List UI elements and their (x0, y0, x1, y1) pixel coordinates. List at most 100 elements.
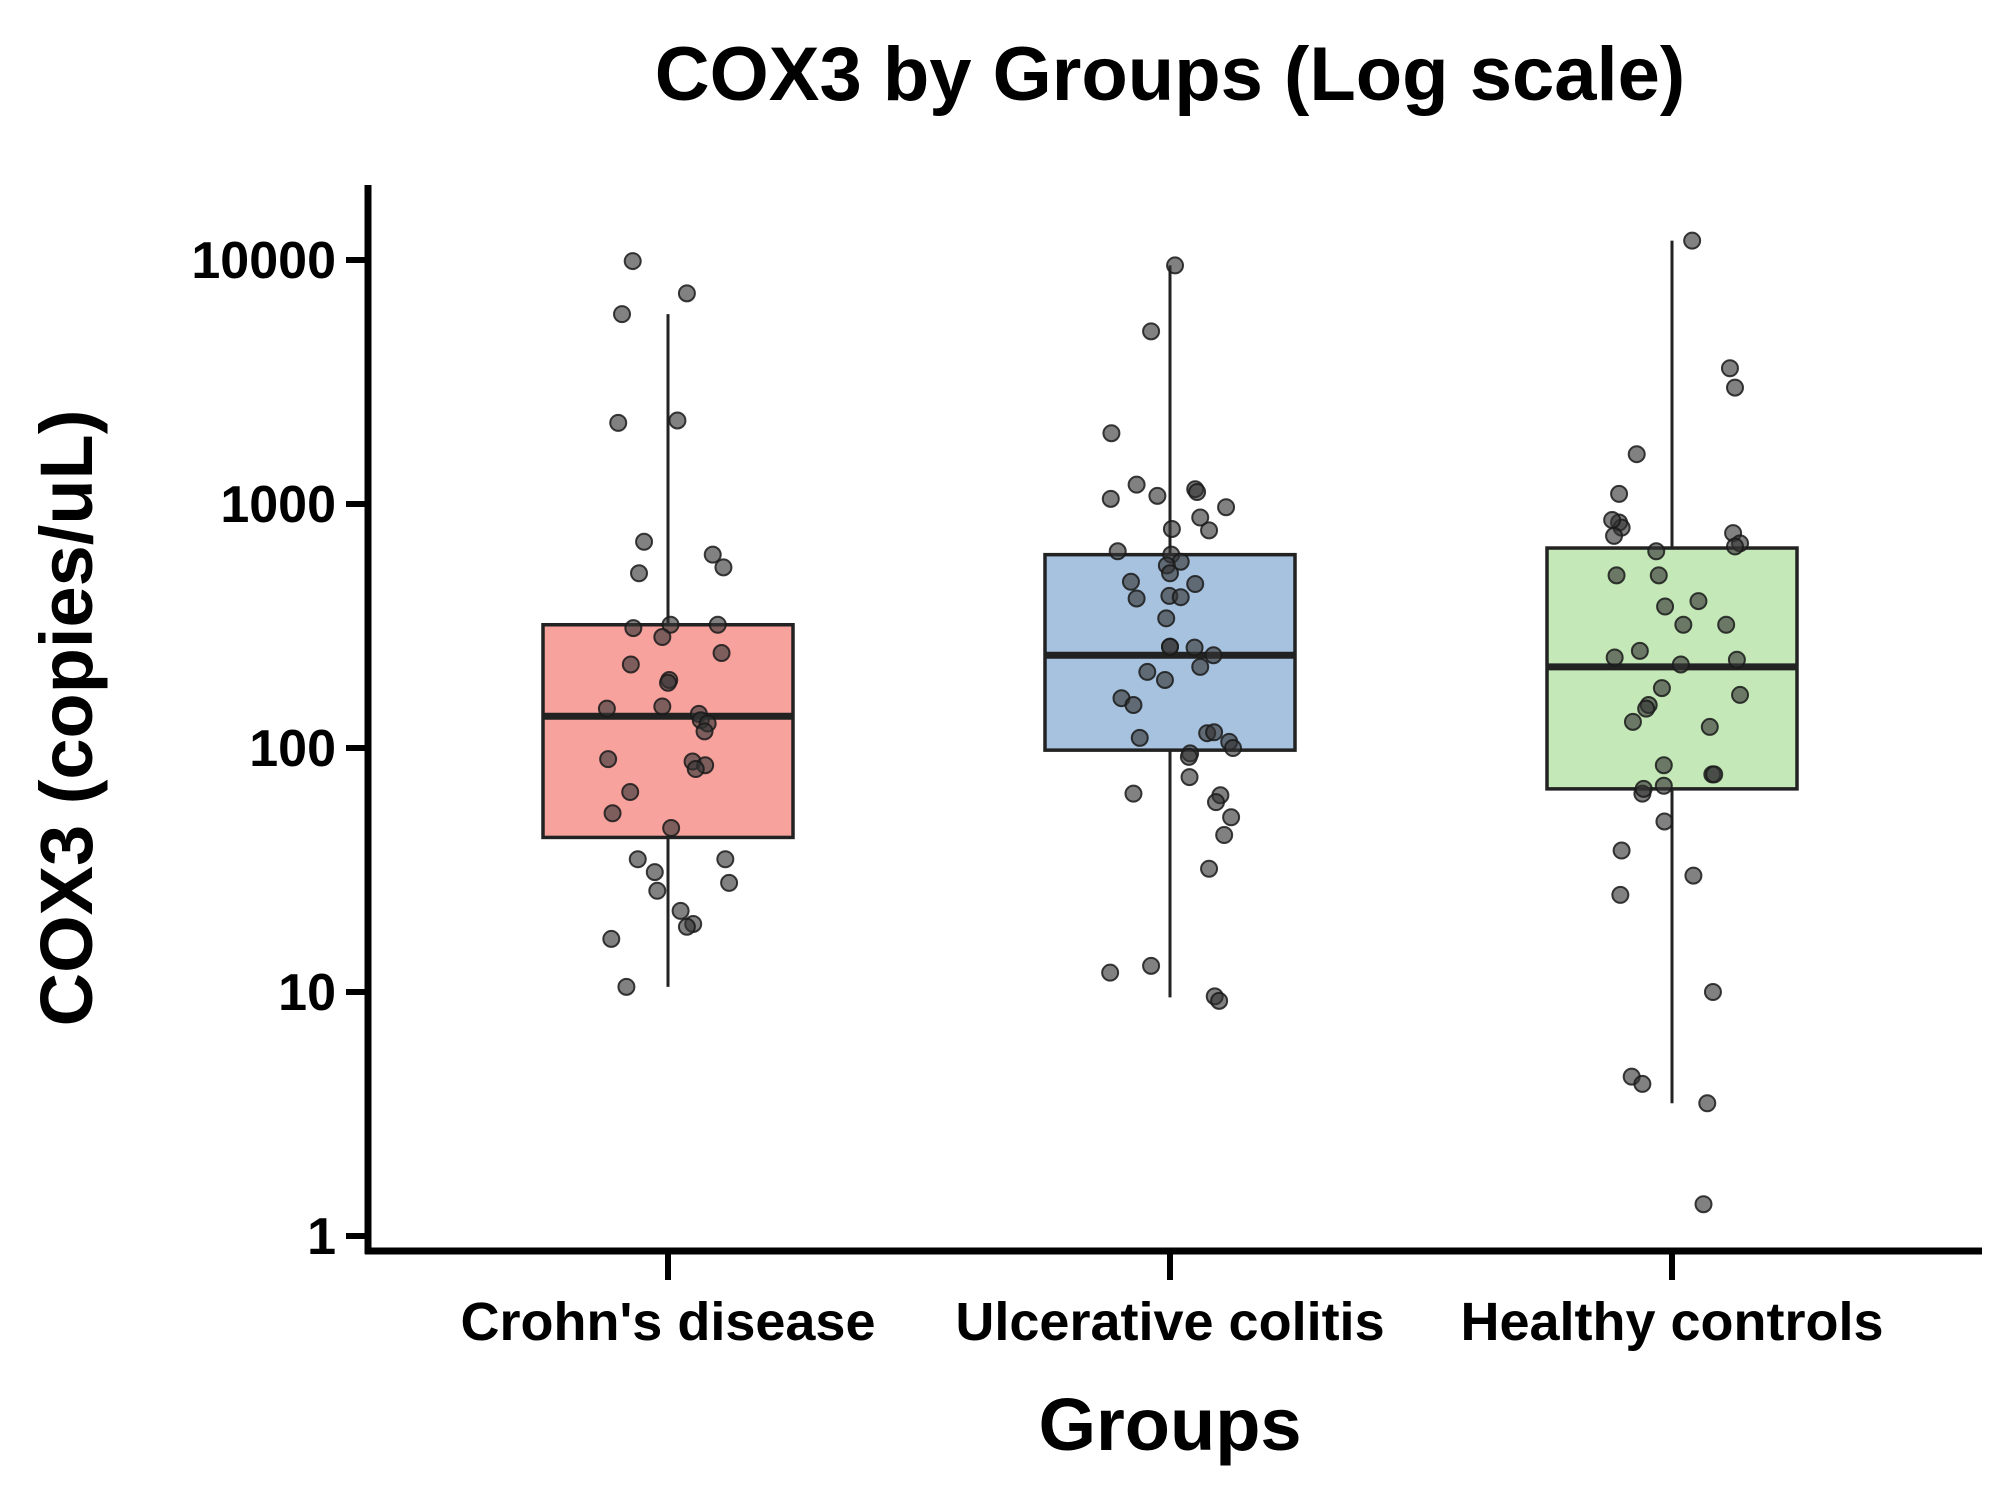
data-point (712, 644, 731, 663)
x-axis-ticks: Crohn's disease Ulcerative colitis Healthy… (461, 1251, 1884, 1352)
data-point (1603, 510, 1622, 529)
data-point (1185, 638, 1204, 657)
data-point (671, 901, 690, 920)
data-point (720, 873, 739, 892)
data-point (659, 673, 677, 692)
data-point (1101, 963, 1120, 982)
data-point (1179, 747, 1198, 766)
data-point (603, 804, 622, 823)
data-point (1647, 542, 1666, 561)
data-point (1222, 808, 1241, 827)
data-point (624, 619, 643, 638)
data-point (677, 917, 696, 936)
y-axis-ticks: 1 10 100 1000 10000 (191, 232, 368, 1266)
data-point (708, 615, 727, 634)
data-point (628, 850, 647, 869)
data-point (695, 722, 714, 741)
data-point (1674, 615, 1693, 634)
data-point (1655, 812, 1674, 831)
data-point (1142, 956, 1161, 975)
data-point (653, 697, 672, 716)
data-point (1612, 841, 1631, 860)
data-point (1671, 655, 1690, 674)
y-axis-label: COX3 (copies/uL) (25, 410, 108, 1027)
data-point (1166, 256, 1185, 275)
data-point (613, 305, 632, 324)
data-point (1138, 662, 1157, 681)
data-point (1627, 445, 1646, 464)
data-point (1684, 866, 1703, 885)
data-point (1720, 359, 1739, 378)
data-point (623, 252, 642, 271)
data-point (1611, 885, 1630, 904)
x-tick-label: Crohn's disease (461, 1292, 876, 1352)
data-point (677, 284, 696, 303)
data-point (1157, 609, 1176, 628)
data-point (1215, 825, 1234, 844)
y-tick-label: 10000 (191, 232, 336, 290)
data-point (1689, 592, 1708, 611)
data-point (1121, 572, 1140, 591)
data-point (1694, 1195, 1713, 1214)
data-point (1210, 991, 1229, 1010)
data-point (716, 850, 735, 869)
data-point (1605, 648, 1624, 667)
data-point (617, 977, 636, 996)
data-point (662, 819, 681, 838)
data-point (1130, 728, 1149, 747)
data-point (1124, 784, 1143, 803)
x-tick-label: Healthy controls (1460, 1292, 1883, 1352)
data-point (1605, 526, 1624, 545)
y-tick-label: 1 (307, 1208, 336, 1266)
data-point (1633, 1074, 1652, 1093)
data-point (1630, 641, 1649, 660)
data-point (1186, 575, 1205, 594)
plot-area (541, 231, 1799, 1214)
data-point (599, 750, 618, 769)
data-point (648, 881, 667, 900)
data-point (1607, 566, 1626, 585)
data-point (630, 564, 649, 583)
data-point (1705, 765, 1724, 784)
data-point (1634, 779, 1653, 798)
box (541, 622, 795, 840)
data-point (714, 558, 733, 577)
data-point (1731, 685, 1750, 704)
data-point (1726, 378, 1744, 397)
x-tick-label: Ulcerative colitis (955, 1292, 1384, 1352)
data-point (1188, 482, 1207, 501)
data-point (1191, 657, 1210, 676)
data-point (1703, 983, 1722, 1001)
data-point (1191, 508, 1210, 527)
points-series (597, 252, 739, 996)
data-point (1217, 498, 1236, 517)
data-point (1698, 1094, 1717, 1113)
data-point (703, 545, 722, 564)
data-point (1727, 650, 1746, 669)
data-point (1205, 723, 1224, 742)
chart-title: COX3 by Groups (Log scale) (655, 32, 1685, 117)
data-point (1652, 679, 1671, 698)
data-point (661, 615, 680, 634)
data-point (609, 413, 628, 432)
points-series (1101, 256, 1242, 1010)
data-point (1623, 712, 1642, 731)
data-point (597, 699, 616, 718)
data-point (1127, 589, 1146, 608)
data-point (1127, 475, 1146, 494)
data-point (1200, 859, 1219, 878)
data-point (1683, 231, 1702, 250)
data-point (1654, 756, 1673, 775)
points-series (1603, 231, 1750, 1214)
data-point (1610, 484, 1629, 503)
data-point (1206, 793, 1225, 812)
data-point (1180, 768, 1199, 787)
data-point (1161, 637, 1179, 656)
y-tick-label: 100 (249, 720, 336, 778)
data-point (1654, 776, 1673, 795)
data-point (1656, 597, 1675, 616)
data-point (668, 411, 687, 430)
data-point (1102, 424, 1121, 443)
y-tick-label: 10 (278, 964, 336, 1022)
